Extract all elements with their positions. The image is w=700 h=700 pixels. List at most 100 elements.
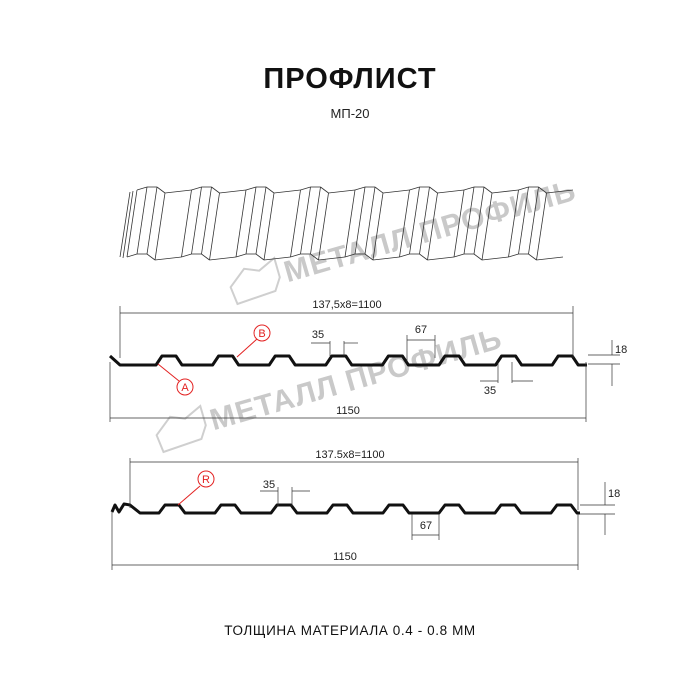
sheet-edge xyxy=(209,256,237,261)
sheet-edge xyxy=(453,189,465,258)
trough-label: 67 xyxy=(420,520,432,532)
sheet-edge xyxy=(136,186,148,255)
sheet-3d-view xyxy=(119,186,574,261)
sheet-edge xyxy=(191,186,202,255)
sheet-edge xyxy=(399,189,410,258)
marker-a-label: A xyxy=(181,382,189,394)
height-label: 18 xyxy=(608,488,620,500)
sheet-edge xyxy=(273,189,301,194)
sheet-edge xyxy=(191,186,202,191)
profile-top-line xyxy=(108,354,587,367)
sheet-edge xyxy=(382,189,410,194)
sheet-edge xyxy=(310,253,319,261)
sheet-edge xyxy=(318,256,346,261)
sheet-edge xyxy=(344,253,356,258)
span-label: 137.5x8=1100 xyxy=(315,449,384,461)
sheet-edge xyxy=(463,186,475,255)
sheet-edge xyxy=(473,253,483,261)
sheet-edge xyxy=(399,253,410,258)
sheet-edge xyxy=(473,186,485,255)
page-title: ПРОФЛИСТ xyxy=(263,63,436,95)
sheet-edge xyxy=(354,186,366,191)
sheet-edge xyxy=(290,189,301,258)
sheet-edge xyxy=(209,192,220,261)
sheet-edge xyxy=(508,253,519,258)
sheet-edge xyxy=(320,186,329,194)
profile-top-drawing: 137,5x8=1100 1150 35 67 35 18 B A xyxy=(108,299,627,422)
sheet-edge xyxy=(372,192,384,261)
sheet-edge xyxy=(119,191,131,258)
profile-bottom-drawing: 137.5x8=1100 1150 35 67 18 R xyxy=(110,449,620,570)
trough-label: 67 xyxy=(415,324,427,336)
sheet-edge xyxy=(219,189,247,194)
watermark-text: МЕТАЛЛ ПРОФИЛЬ xyxy=(206,322,506,437)
sheet-edge xyxy=(136,186,148,191)
sheet-edge xyxy=(181,253,192,258)
sheet-edge xyxy=(164,189,192,194)
sheet-edge xyxy=(481,192,493,261)
marker-a: A xyxy=(157,363,194,396)
sheet-edge xyxy=(300,186,311,255)
width-label: 1150 xyxy=(336,405,360,417)
sheet-edge xyxy=(181,189,192,258)
watermark-2: МЕТАЛЛ ПРОФИЛЬ xyxy=(155,322,506,454)
sheet-edge xyxy=(245,186,257,255)
span-label: 137,5x8=1100 xyxy=(312,299,381,311)
sheet-edge xyxy=(518,186,529,191)
sheet-edge xyxy=(290,253,301,258)
sheet-edge xyxy=(154,256,182,261)
height-label: 18 xyxy=(615,344,627,356)
sheet-edge xyxy=(538,186,547,194)
sheet-edge xyxy=(374,186,384,194)
sheet-edge xyxy=(427,192,438,261)
sheet-edge xyxy=(263,256,291,261)
material-thickness: ТОЛЩИНА МАТЕРИАЛА 0.4 - 0.8 ММ xyxy=(224,623,476,638)
width-label: 1150 xyxy=(333,551,357,563)
sheet-edge xyxy=(429,186,438,194)
sheet-edge xyxy=(463,186,475,191)
sheet-edge xyxy=(508,189,519,258)
sheet-edge xyxy=(491,189,519,194)
sheet-edge xyxy=(344,189,356,258)
sheet-edge xyxy=(419,186,430,255)
sheet-edge xyxy=(364,186,376,255)
model-subtitle: МП-20 xyxy=(331,106,370,121)
logo-icon xyxy=(229,256,281,306)
sheet-edge xyxy=(481,256,509,261)
sheet-edge xyxy=(126,189,138,258)
sheet-edge xyxy=(156,186,166,194)
sheet-edge xyxy=(235,189,247,258)
sheet-edge xyxy=(453,253,465,258)
sheet-edge xyxy=(122,190,134,259)
sheet-edge xyxy=(364,253,374,261)
sheet-edge xyxy=(126,253,138,258)
sheet-edge xyxy=(245,186,257,191)
sheet-edge xyxy=(409,186,420,255)
sheet-edge xyxy=(528,186,539,255)
logo-icon xyxy=(155,404,207,454)
sheet-edge xyxy=(528,253,537,261)
crest-label: 35 xyxy=(312,329,324,341)
sheet-edge xyxy=(146,186,158,255)
sheet-edge xyxy=(409,186,420,191)
marker-b-label: B xyxy=(258,328,265,340)
sheet-edge xyxy=(146,253,156,261)
sheet-edge xyxy=(154,192,166,261)
sheet-edge xyxy=(483,186,493,194)
sheet-edge xyxy=(263,192,275,261)
sheet-edge xyxy=(536,192,547,261)
sheet-edge xyxy=(265,186,275,194)
sheet-edge xyxy=(255,253,265,261)
sheet-edge xyxy=(518,186,529,255)
sheet-edge xyxy=(318,192,329,261)
sheet-edge xyxy=(211,186,220,194)
sheet-edge xyxy=(255,186,267,255)
sheet-edge xyxy=(372,256,400,261)
profile-bottom-line xyxy=(110,502,580,515)
watermark-text: МЕТАЛЛ ПРОФИЛЬ xyxy=(280,174,580,289)
marker-r: R xyxy=(177,470,215,506)
sheet-edge xyxy=(310,186,321,255)
sheet-edge xyxy=(328,189,356,194)
